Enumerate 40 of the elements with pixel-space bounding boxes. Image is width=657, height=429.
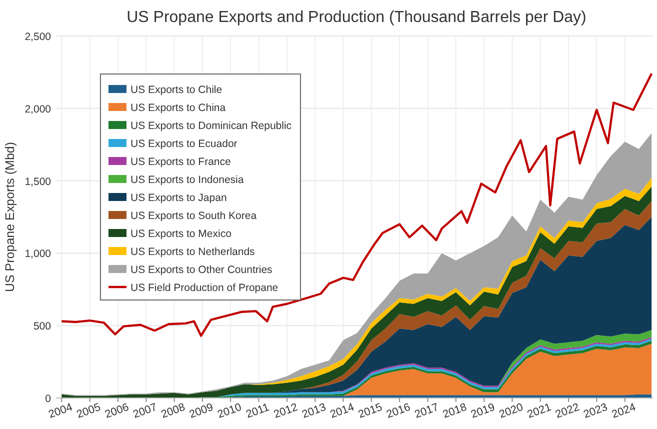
y-tick-label: 2,000 xyxy=(24,103,52,116)
legend-label: US Exports to South Korea xyxy=(130,210,257,222)
y-tick-label: 1,000 xyxy=(24,248,52,260)
legend-label: US Exports to Ecuador xyxy=(130,138,238,150)
x-tick-label: 2013 xyxy=(300,401,328,422)
x-tick-label: 2010 xyxy=(216,401,244,422)
legend-label: US Exports to France xyxy=(130,156,232,168)
x-tick-label: 2018 xyxy=(441,401,468,422)
legend-label: US Exports to Japan xyxy=(130,192,227,204)
legend-label: US Exports to Dominican Republic xyxy=(130,120,292,132)
legend-label: US Field Production of Propane xyxy=(130,282,278,294)
x-tick-label: 2019 xyxy=(469,401,497,422)
y-tick-label: 500 xyxy=(33,320,52,333)
legend-label: US Exports to Chile xyxy=(130,84,222,96)
x-tick-label: 2024 xyxy=(610,401,638,422)
legend-label: US Exports to Indonesia xyxy=(130,174,244,186)
x-tick-label: 2022 xyxy=(554,401,582,422)
line-series xyxy=(60,72,653,337)
legend-label: US Exports to Netherlands xyxy=(130,246,255,258)
x-tick-label: 2017 xyxy=(413,401,440,422)
x-tick-label: 2020 xyxy=(498,401,525,422)
x-tick-label: 2012 xyxy=(272,401,300,422)
x-tick-label: 2023 xyxy=(582,401,610,422)
legend-label: US Exports to Mexico xyxy=(130,228,232,240)
x-tick-label: 2011 xyxy=(244,401,271,421)
x-tick-label: 2007 xyxy=(132,401,159,422)
x-tick-label: 2006 xyxy=(103,401,130,422)
x-tick-label: 2016 xyxy=(384,401,412,422)
y-tick-label: 1,500 xyxy=(24,176,52,188)
y-tick-label: 2,500 xyxy=(24,31,52,43)
legend-label: US Exports to Other Countries xyxy=(130,264,272,276)
chart-title: US Propane Exports and Production (Thousand Barrels per Day) xyxy=(126,9,586,26)
x-tick-label: 2015 xyxy=(356,401,384,422)
x-tick-label: 2009 xyxy=(188,401,215,422)
x-tick-label: 2021 xyxy=(526,401,553,422)
x-tick-label: 2005 xyxy=(75,401,102,422)
legend-label: US Exports to China xyxy=(130,102,226,114)
x-tick-label: 2014 xyxy=(328,401,356,422)
x-tick-label: 2008 xyxy=(160,401,187,422)
y-axis-title: US Propane Exports (Mbd) xyxy=(3,142,17,292)
